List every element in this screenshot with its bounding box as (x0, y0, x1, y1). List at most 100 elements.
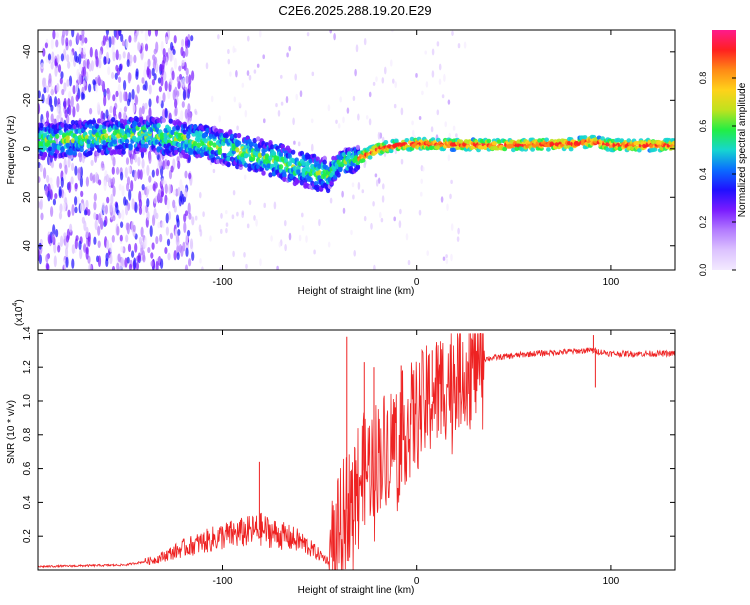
spectrogram-noise-cell (368, 91, 372, 98)
spectrogram-noise-cell (127, 166, 131, 174)
spectrogram-noise-cell (112, 215, 116, 222)
spectrogram-noise-cell (137, 156, 141, 167)
spectrogram-ridge-cell (296, 169, 301, 175)
snr-scale-label: (x104) (12, 299, 25, 326)
spectrogram-ridge-cell (72, 124, 77, 130)
spectrogram-ridge-cell (317, 170, 322, 176)
spectrogram-noise-cell (38, 176, 41, 183)
spectrogram-noise-cell (295, 93, 299, 101)
spectrogram-noise-cell (116, 262, 120, 270)
spectrogram-noise-cell (162, 54, 166, 64)
spectrogram-noise-cell (209, 235, 212, 242)
spectrogram-noise-cell (41, 93, 45, 104)
spectrogram-noise-cell (81, 30, 85, 37)
spectrogram-noise-cell (120, 257, 124, 267)
spectrogram-noise-cell (450, 179, 453, 185)
spectrogram-noise-cell (157, 189, 161, 201)
spectrogram-noise-cell (447, 154, 451, 162)
spectrogram-noise-cell (80, 190, 84, 198)
spectrogram-ridge-cell (119, 118, 125, 124)
spectrogram-noise-cell (164, 246, 168, 255)
spectrogram-noise-cell (68, 104, 72, 116)
spectrogram-noise-cell (147, 247, 151, 254)
spectrogram-noise-cell (405, 233, 409, 241)
spectrogram-ridge-cell (196, 142, 201, 148)
spectrogram-noise-cell (138, 206, 143, 215)
spectrogram-noise-cell (105, 109, 109, 119)
spectrogram-ridge-cell (271, 151, 277, 157)
spectrogram-noise-cell (64, 109, 68, 119)
spectrogram-ridge-cell (219, 129, 224, 135)
spectrogram-ridge-cell (194, 153, 200, 159)
colorbar: 0.0 0.2 0.4 0.6 0.8 Normalized spectral ampl… (698, 30, 748, 276)
spectrogram-noise-cell (148, 84, 152, 95)
spectrogram-noise-cell (50, 61, 54, 70)
spectrogram-noise-cell (379, 211, 382, 219)
svg-text:(x104): (x104) (12, 299, 25, 326)
spectrogram-noise-cell (377, 177, 381, 184)
spectrogram-noise-cell (442, 256, 446, 261)
spectrogram-noise-cell (46, 174, 50, 184)
spectrogram-ridge-cell (336, 172, 341, 178)
spectrogram-ridge-cell (88, 123, 93, 129)
spectrogram-noise-cell (75, 94, 79, 102)
spectrogram-noise-cell (93, 236, 97, 245)
spectrogram-noise-cell (72, 85, 76, 95)
spectrogram-ridge-cell (652, 147, 658, 152)
spectrogram-ridge-cell (315, 156, 320, 162)
spectrogram-noise-cell (438, 63, 442, 71)
spectrogram-noise-cell (425, 81, 429, 88)
spectrogram-noise-cell (69, 223, 73, 233)
snr-series-line (38, 333, 675, 570)
spectrogram-ridge-cell (236, 140, 242, 146)
spectrogram-noise-cell (248, 199, 252, 206)
spectrogram-noise-cell (128, 35, 132, 43)
spectrogram-noise-cell (174, 106, 178, 117)
spectrogram-frame (37, 29, 676, 271)
snr-frame (37, 329, 676, 571)
spectrogram-noise-cell (150, 252, 154, 259)
spectrogram-noise-cell (411, 120, 414, 126)
spectrogram-noise-cell (58, 109, 62, 119)
spectrogram-noise-cell (175, 235, 179, 247)
spectrogram-noise-cell (273, 201, 277, 210)
spectrogram-ridge-cell (502, 146, 508, 152)
spectrogram-noise-cell (58, 162, 63, 169)
spectrogram-noise-cell (158, 85, 162, 93)
spectrogram-noise-cell (169, 232, 174, 240)
spectrogram-ridge-cell (117, 144, 123, 150)
spectrogram-noise-cell (144, 30, 148, 42)
spectrogram-noise-cell (225, 222, 229, 227)
spectrogram-ridge-cell (77, 152, 83, 158)
spectrogram-noise-cell (47, 234, 52, 245)
spectrogram-ridge-cell (514, 146, 520, 151)
spectrogram-ridge-cell (266, 163, 271, 169)
spectrogram-noise-cell (144, 236, 148, 249)
spectrogram-ridge-cell (252, 137, 257, 144)
spectrogram-ridge-cell (65, 135, 70, 141)
spectrogram-noise-cell (253, 215, 256, 221)
spectrogram-ridge-cell (404, 138, 410, 143)
spectrogram-noise-cell (85, 176, 89, 187)
spectrogram-noise-cell (335, 119, 338, 124)
spectrogram-ridge-cell (360, 158, 366, 163)
spectrogram-ridge-cell (39, 151, 44, 157)
spectrogram-ridge-cell (104, 133, 109, 139)
colorbar-tick-label: 0.8 (698, 72, 708, 85)
spectrogram-noise-cell (66, 79, 70, 87)
spectrogram-noise-cell (68, 181, 72, 194)
spectrogram-noise-cell (363, 37, 367, 46)
spectrogram-ridge-cell (173, 149, 179, 155)
spectrogram-noise-cell (110, 193, 114, 205)
spectrogram-noise-cell (81, 216, 85, 224)
spectrogram-noise-cell (125, 234, 129, 243)
colorbar-tick-label: 0.0 (698, 264, 708, 277)
spectrogram-noise-cell (110, 178, 114, 186)
spectrogram-noise-cell (173, 57, 178, 70)
spectrogram-noise-cell (158, 96, 162, 106)
spectrogram-ridge-cell (435, 137, 441, 143)
spectrogram-noise-cell (463, 41, 467, 49)
spectrogram-noise-cell (111, 72, 115, 79)
spectrogram-noise-cell (160, 40, 164, 52)
spectrogram-noise-cell (160, 76, 164, 87)
